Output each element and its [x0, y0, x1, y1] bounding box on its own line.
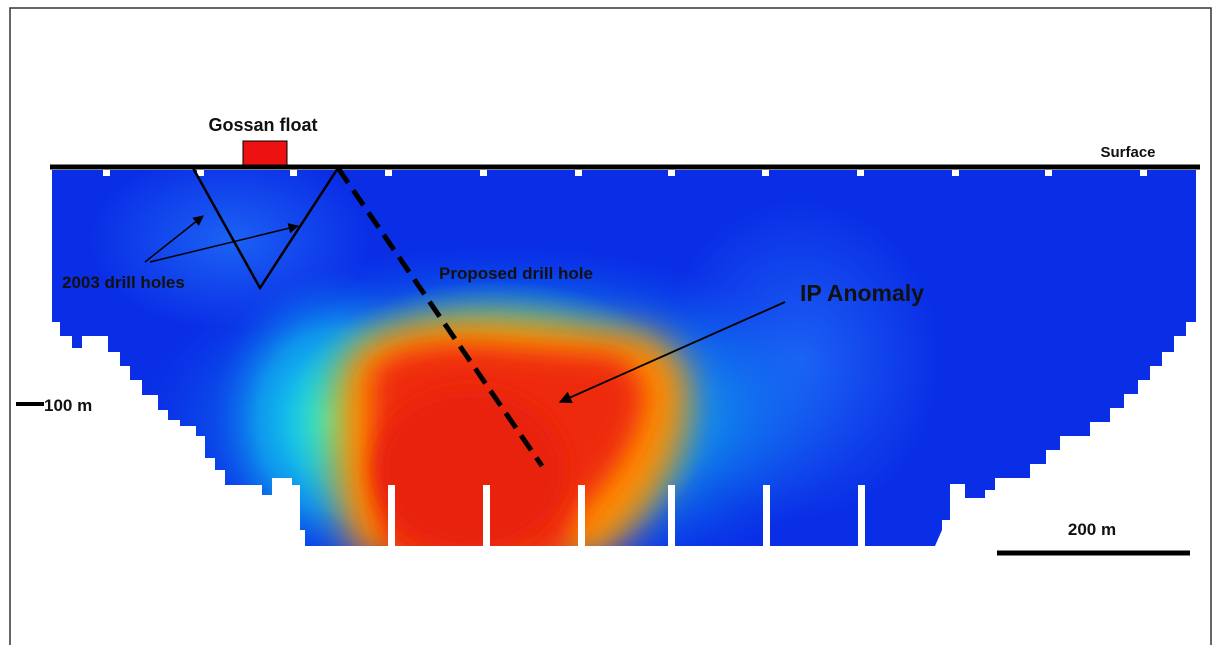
- ip-anomaly-label: IP Anomaly: [800, 280, 924, 306]
- electrode-markers: [103, 169, 1147, 176]
- proposed-drill-hole-label: Proposed drill hole: [439, 264, 593, 283]
- drill-holes-arrow-1: [144, 215, 204, 263]
- drill-holes-2003: [191, 167, 340, 291]
- drill-holes-arrow-2: [149, 223, 300, 263]
- ip-pseudosection: [52, 170, 1196, 546]
- scale-bar-label: 200 m: [1068, 520, 1116, 539]
- surface-label: Surface: [1100, 144, 1155, 161]
- proposed-drill-hole: [335, 166, 545, 468]
- drill-holes-2003-label: 2003 drill holes: [62, 273, 185, 292]
- gossan-float-label: Gossan float: [208, 115, 317, 135]
- depth-marker-label: 100 m: [44, 396, 92, 415]
- figure-frame: [9, 7, 1212, 645]
- gossan-float-block: [242, 140, 288, 168]
- ip-anomaly-arrow: [558, 301, 786, 404]
